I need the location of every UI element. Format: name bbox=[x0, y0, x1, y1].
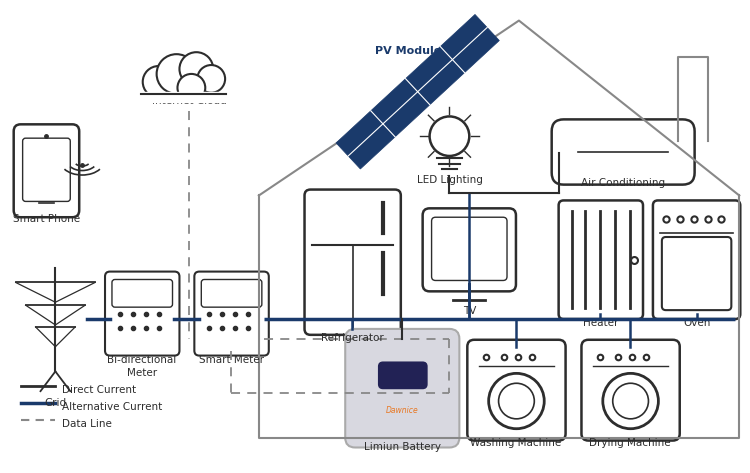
Text: Dawnice: Dawnice bbox=[386, 406, 418, 415]
Circle shape bbox=[157, 54, 196, 94]
FancyBboxPatch shape bbox=[379, 362, 427, 388]
FancyBboxPatch shape bbox=[345, 329, 459, 447]
Text: Grid: Grid bbox=[44, 398, 67, 408]
Text: Alternative Current: Alternative Current bbox=[62, 402, 163, 412]
Text: Heater: Heater bbox=[583, 318, 618, 328]
Text: Air Conditioning: Air Conditioning bbox=[581, 177, 665, 188]
Text: Limiun Battery: Limiun Battery bbox=[364, 442, 441, 453]
Text: TV: TV bbox=[463, 306, 476, 316]
Text: Data Line: Data Line bbox=[62, 419, 112, 429]
Text: Direct Current: Direct Current bbox=[62, 385, 136, 395]
Text: Smart Phone: Smart Phone bbox=[13, 214, 80, 224]
Text: Refrigerator: Refrigerator bbox=[321, 333, 383, 343]
Text: LED Lighting: LED Lighting bbox=[416, 175, 482, 184]
Circle shape bbox=[179, 52, 213, 86]
Text: PV Module: PV Module bbox=[375, 46, 441, 56]
Text: Oven: Oven bbox=[683, 318, 710, 328]
Circle shape bbox=[197, 65, 225, 93]
Circle shape bbox=[178, 74, 206, 102]
Text: Washing Machine: Washing Machine bbox=[470, 438, 562, 447]
Polygon shape bbox=[336, 15, 500, 169]
Text: Drying Machine: Drying Machine bbox=[590, 438, 671, 447]
Polygon shape bbox=[141, 92, 226, 102]
Text: Meter: Meter bbox=[127, 368, 157, 378]
Circle shape bbox=[142, 66, 175, 97]
Text: Internet Cloud: Internet Cloud bbox=[152, 96, 226, 105]
Text: Bi-directional: Bi-directional bbox=[107, 356, 176, 366]
Text: Smart Meter: Smart Meter bbox=[199, 356, 263, 366]
